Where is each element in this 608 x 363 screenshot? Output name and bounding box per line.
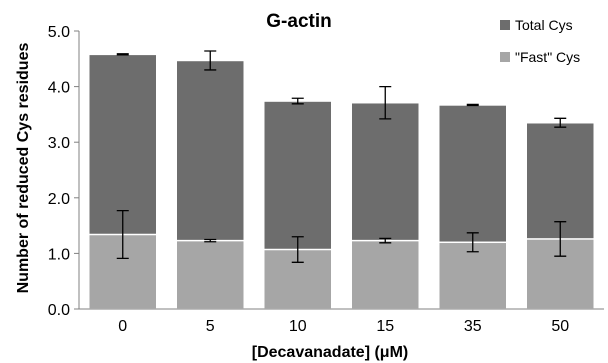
y-axis-title: Number of reduced Cys residues (15, 43, 32, 294)
error-bar-total-cys (291, 97, 304, 105)
x-tick-label: 35 (464, 318, 482, 335)
error-bar-fast-cys (554, 221, 567, 257)
error-bar-total-cys (116, 53, 129, 56)
y-tick-label: 4.0 (48, 80, 70, 97)
error-bar-total-cys (554, 117, 567, 128)
y-tick-label: 0.0 (48, 302, 70, 319)
error-bar-fast-cys (291, 236, 304, 263)
y-tick-label: 2.0 (48, 191, 70, 208)
error-bar-total-cys (379, 85, 392, 120)
bar-fast-cys (175, 239, 245, 310)
x-tick-label: 0 (118, 318, 127, 335)
x-tick-label: 10 (289, 318, 307, 335)
legend: Total Cys "Fast" Cys (500, 17, 580, 65)
error-bar-total-cys (466, 103, 479, 107)
error-bar-fast-cys (466, 232, 479, 253)
legend-swatch-fast (500, 52, 510, 62)
y-tick-label: 5.0 (48, 24, 70, 41)
legend-swatch-total (500, 20, 510, 30)
chart-title: G-actin (266, 11, 331, 32)
x-tick-label: 15 (376, 318, 394, 335)
x-tick-label: 5 (206, 318, 215, 335)
error-bar-fast-cys (116, 209, 129, 260)
error-bar-fast-cys (379, 237, 392, 244)
plot-area: 0.0 1.0 2.0 3.0 4.0 5.0 0 5 10 15 35 50 (48, 24, 604, 335)
error-bar-total-cys (204, 50, 217, 71)
x-tick-label: 50 (551, 318, 569, 335)
legend-label-fast: "Fast" Cys (515, 49, 580, 65)
bar-fast-cys (438, 241, 508, 310)
bar-fast-cys (350, 239, 420, 310)
y-tick-label: 1.0 (48, 246, 70, 263)
y-tick-label: 3.0 (48, 135, 70, 152)
x-axis-title: [Decavanadate] (μM) (252, 344, 409, 361)
legend-label-total: Total Cys (515, 17, 573, 33)
error-bar-fast-cys (204, 238, 217, 243)
